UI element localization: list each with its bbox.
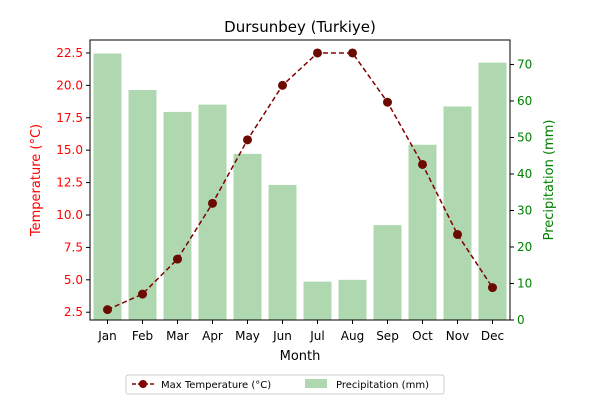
right-tick-label: 70 <box>517 57 532 71</box>
left-axis-label: Temperature (°C) <box>29 124 44 237</box>
temperature-point-nov <box>453 229 462 239</box>
right-tick-label: 10 <box>517 276 532 290</box>
left-tick-label: 22.5 <box>56 46 83 60</box>
bar-feb <box>128 90 157 321</box>
bar-sep <box>373 225 402 320</box>
chart-title: Dursunbey (Turkiye) <box>224 18 376 36</box>
bar-apr <box>198 104 227 320</box>
temperature-point-apr <box>208 198 217 208</box>
x-tick-label-jan: Jan <box>97 329 117 343</box>
legend-label-temperature: Max Temperature (°C) <box>161 380 271 391</box>
left-tick-label: 15.0 <box>56 143 83 157</box>
right-tick-label: 30 <box>517 203 532 217</box>
left-tick-label: 20.0 <box>56 78 83 92</box>
left-tick-label: 17.5 <box>56 111 83 125</box>
plot-frame <box>89 39 511 321</box>
left-tick-label: 7.5 <box>64 240 83 254</box>
bar-may <box>233 153 262 320</box>
temperature-point-oct <box>418 159 427 169</box>
legend-dot-marker <box>139 380 147 388</box>
x-tick-label-mar: Mar <box>166 329 189 343</box>
left-tick-label: 5.0 <box>64 273 83 287</box>
temperature-point-jan <box>103 305 112 315</box>
legend-box <box>125 374 445 395</box>
x-tick-label-jul: Jul <box>309 329 324 343</box>
bar-mar <box>163 111 192 320</box>
x-tick-label-apr: Apr <box>202 329 223 343</box>
x-tick-label-feb: Feb <box>132 329 153 343</box>
precipitation-bars <box>93 53 507 321</box>
right-tick-label: 40 <box>517 167 532 181</box>
legend-label-precipitation: Precipitation (mm) <box>336 380 429 391</box>
temperature-point-sep <box>383 97 392 107</box>
temperature-series-line <box>107 52 494 311</box>
legend-bar-swatch <box>305 379 327 388</box>
right-axis-label: Precipitation (mm) <box>542 120 557 241</box>
right-tick-label: 20 <box>517 240 532 254</box>
x-tick-label-may: May <box>235 329 260 343</box>
x-tick-label-oct: Oct <box>412 329 433 343</box>
left-tick-label: 12.5 <box>56 176 83 190</box>
bar-jul <box>303 281 332 320</box>
bar-oct <box>408 144 437 320</box>
temperature-line <box>103 48 497 315</box>
temperature-point-aug <box>348 48 357 58</box>
x-tick-label-aug: Aug <box>341 329 364 343</box>
axes: 2.5 5.0 7.5 10.0 12.5 15.0 17.5 20.0 22.5 0 10 20 30… <box>56 39 532 343</box>
bar-dec <box>478 62 507 320</box>
left-tick-label: 2.5 <box>64 305 83 319</box>
x-tick-label-dec: Dec <box>481 329 504 343</box>
bar-aug <box>338 279 367 320</box>
left-tick-label: 10.0 <box>56 208 83 222</box>
x-axis-label: Month <box>280 349 321 364</box>
temperature-point-feb <box>138 289 147 299</box>
x-tick-label-jun: Jun <box>272 329 292 343</box>
temperature-point-mar <box>173 254 182 264</box>
right-tick-label: 0 <box>517 313 525 327</box>
legend: Max Temperature (°C) Precipitation (mm) <box>125 374 445 395</box>
x-tick-label-nov: Nov <box>446 329 469 343</box>
temperature-point-dec <box>488 283 497 293</box>
bar-nov <box>443 106 472 321</box>
right-tick-label: 60 <box>517 94 532 108</box>
temperature-point-jun <box>278 80 287 90</box>
bar-jun <box>268 184 297 320</box>
right-tick-label: 50 <box>517 130 532 144</box>
temperature-point-jul <box>313 48 322 58</box>
temperature-point-may <box>243 135 252 145</box>
bar-jan <box>93 53 122 320</box>
x-tick-label-sep: Sep <box>376 329 399 343</box>
